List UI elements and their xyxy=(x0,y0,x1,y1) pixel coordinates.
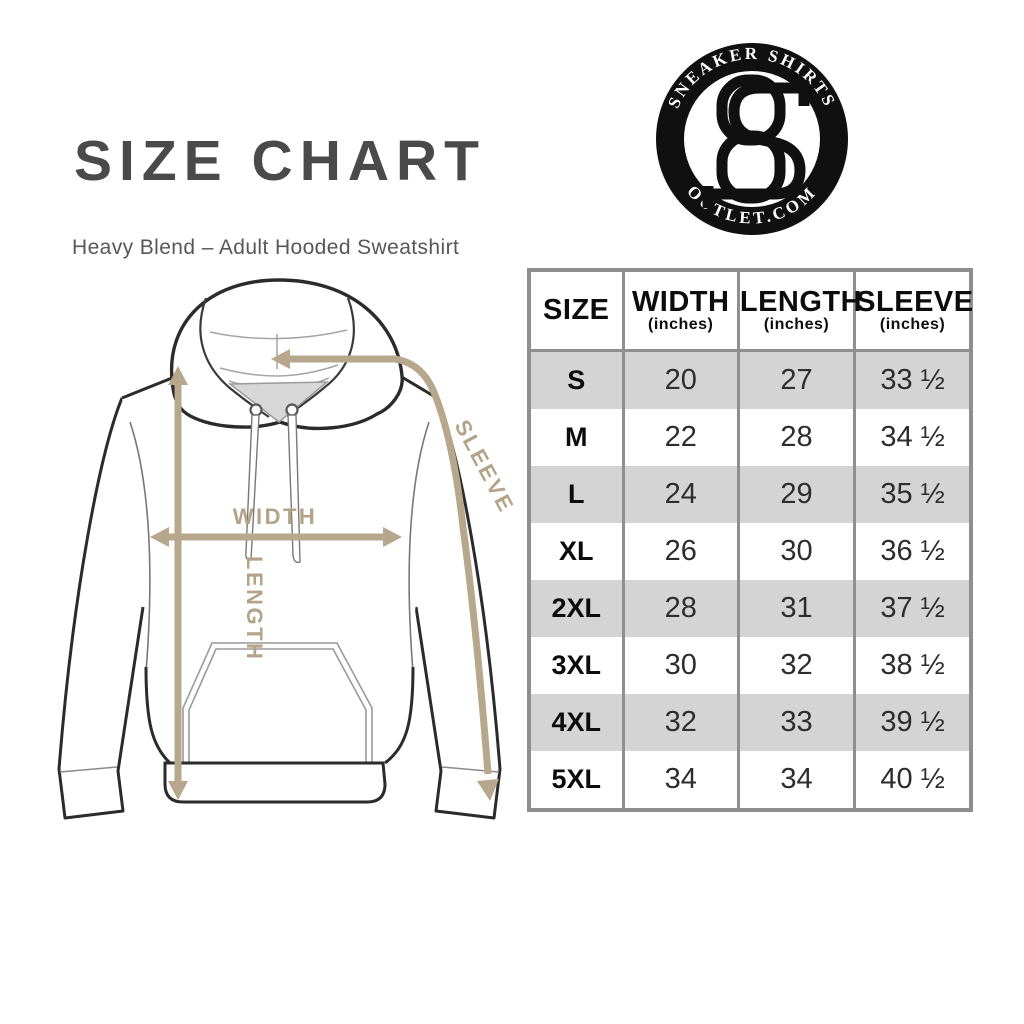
table-row: 3XL 30 32 38 ½ xyxy=(529,637,971,694)
cell-width: 24 xyxy=(621,466,739,523)
ss-monogram-icon xyxy=(702,74,810,208)
cell-size: 2XL xyxy=(529,580,624,637)
table-row: L 24 29 35 ½ xyxy=(529,466,971,523)
cell-width: 26 xyxy=(621,523,739,580)
table-row: XL 26 30 36 ½ xyxy=(529,523,971,580)
right-armhole-seam xyxy=(408,421,430,673)
cell-size: 5XL xyxy=(529,751,624,810)
left-cuff-seam xyxy=(59,766,118,773)
cell-size: 4XL xyxy=(529,694,624,751)
measurement-arrows xyxy=(150,349,499,801)
cell-sleeve: 39 ½ xyxy=(853,694,971,751)
cell-width: 28 xyxy=(621,580,739,637)
left-shoulder-line xyxy=(121,374,178,400)
cell-width: 22 xyxy=(621,409,739,466)
torso xyxy=(122,372,437,763)
right-drawstring xyxy=(287,414,301,564)
table-row: 5XL 34 34 40 ½ xyxy=(529,751,971,810)
cell-length: 33 xyxy=(736,694,855,751)
cell-size: L xyxy=(529,466,624,523)
cell-size: M xyxy=(529,409,624,466)
cell-width: 32 xyxy=(621,694,739,751)
cell-size: S xyxy=(529,350,624,409)
cell-sleeve: 38 ½ xyxy=(853,637,971,694)
sleeve-arrowhead-end xyxy=(477,779,499,801)
cell-width: 34 xyxy=(621,751,739,810)
cell-sleeve: 37 ½ xyxy=(853,580,971,637)
left-grommet xyxy=(249,403,263,417)
table-row: 2XL 28 31 37 ½ xyxy=(529,580,971,637)
width-arrowhead-right xyxy=(383,527,402,547)
length-label: LENGTH xyxy=(242,556,267,661)
header-size: SIZE xyxy=(529,270,624,352)
header-width: WIDTH (inches) xyxy=(621,270,739,352)
header-length: LENGTH (inches) xyxy=(736,270,862,352)
left-sleeve-outline xyxy=(57,397,145,820)
sleeve-arrow xyxy=(284,355,492,775)
cell-length: 28 xyxy=(736,409,855,466)
length-arrowhead-top xyxy=(168,366,188,385)
cell-sleeve: 34 ½ xyxy=(853,409,971,466)
table-row: M 22 28 34 ½ xyxy=(529,409,971,466)
cell-sleeve: 36 ½ xyxy=(853,523,971,580)
right-grommet xyxy=(285,403,299,417)
cell-length: 29 xyxy=(736,466,855,523)
hood-opening-right xyxy=(286,297,355,417)
size-table-header: SIZE WIDTH (inches) LENGTH (inches) SLEE… xyxy=(529,270,973,352)
neck-triangle xyxy=(227,381,330,423)
header-sleeve: SLEEVE (inches) xyxy=(853,270,973,352)
cell-length: 34 xyxy=(736,751,855,810)
page-title: SIZE CHART xyxy=(74,129,486,193)
page-subtitle: Heavy Blend – Adult Hooded Sweatshirt xyxy=(72,236,460,259)
brand-logo: SNEAKER SHIRTS OUTLET.COM xyxy=(656,43,848,235)
table-row: S 20 27 33 ½ xyxy=(529,350,971,409)
left-sleeve xyxy=(59,398,143,818)
sleeve-arrowhead-start xyxy=(271,349,290,369)
hoodie-diagram: WIDTH LENGTH SLEEVE xyxy=(57,278,519,820)
cell-sleeve: 35 ½ xyxy=(853,466,971,523)
right-side-curve xyxy=(384,666,415,765)
cell-length: 31 xyxy=(736,580,855,637)
cell-width: 30 xyxy=(621,637,739,694)
left-drawstring xyxy=(245,414,260,561)
cell-length: 30 xyxy=(736,523,855,580)
left-armhole-seam xyxy=(129,421,151,673)
cell-width: 20 xyxy=(621,350,739,409)
right-shoulder-line xyxy=(399,374,438,400)
left-side-curve xyxy=(144,666,172,765)
cell-size: XL xyxy=(529,523,624,580)
width-arrowhead-left xyxy=(150,527,169,547)
width-label: WIDTH xyxy=(233,504,318,529)
cell-length: 27 xyxy=(736,350,855,409)
table-row: 4XL 32 33 39 ½ xyxy=(529,694,971,751)
hem-band xyxy=(163,761,387,804)
kangaroo-pocket xyxy=(182,642,373,763)
right-sleeve xyxy=(416,398,500,818)
cell-sleeve: 33 ½ xyxy=(853,350,971,409)
length-arrowhead-bottom xyxy=(168,781,188,800)
size-table: SIZE WIDTH (inches) LENGTH (inches) SLEE… xyxy=(527,268,973,812)
cell-length: 32 xyxy=(736,637,855,694)
cell-sleeve: 40 ½ xyxy=(853,751,971,810)
cell-size: 3XL xyxy=(529,637,624,694)
